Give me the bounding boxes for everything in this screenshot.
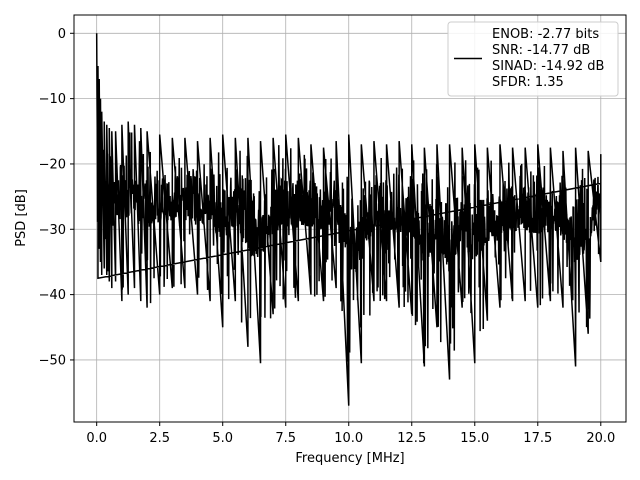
y-tick-label: −30 [39, 223, 66, 238]
x-tick-label: 7.5 [275, 431, 296, 446]
y-tick-label: 0 [58, 27, 66, 42]
y-axis-ticks: 0 −10 −20 −30 −40 −50 [39, 27, 74, 368]
x-axis-ticks: 0.0 2.5 5.0 7.5 10.0 12.5 15.0 17.5 20.0 [86, 422, 615, 446]
x-tick-label: 0.0 [86, 431, 107, 446]
x-tick-label: 17.5 [523, 431, 552, 446]
x-tick-label: 12.5 [397, 431, 426, 446]
x-axis-label: Frequency [MHz] [295, 451, 404, 466]
y-tick-label: −10 [39, 92, 66, 107]
x-tick-label: 5.0 [212, 431, 233, 446]
psd-series [95, 33, 602, 406]
y-tick-label: −20 [39, 157, 66, 172]
plot-frame [73, 14, 627, 423]
x-tick-label: 2.5 [149, 431, 170, 446]
legend: ENOB: -2.77 bits SNR: -14.77 dB SINAD: -… [447, 21, 619, 97]
x-tick-label: 10.0 [334, 431, 363, 446]
legend-entry-snr: SNR: -14.77 dB [492, 43, 590, 58]
psd-trace [95, 33, 602, 406]
legend-entry-sfdr: SFDR: 1.35 [492, 75, 564, 90]
x-tick-label: 15.0 [460, 431, 489, 446]
y-axis-label: PSD [dB] [14, 189, 29, 247]
legend-entry-sinad: SINAD: -14.92 dB [492, 59, 604, 74]
y-tick-label: −50 [39, 353, 66, 368]
legend-box [447, 21, 619, 97]
y-tick-label: −40 [39, 288, 66, 303]
legend-entry-enob: ENOB: -2.77 bits [492, 27, 599, 42]
x-tick-label: 20.0 [586, 431, 615, 446]
